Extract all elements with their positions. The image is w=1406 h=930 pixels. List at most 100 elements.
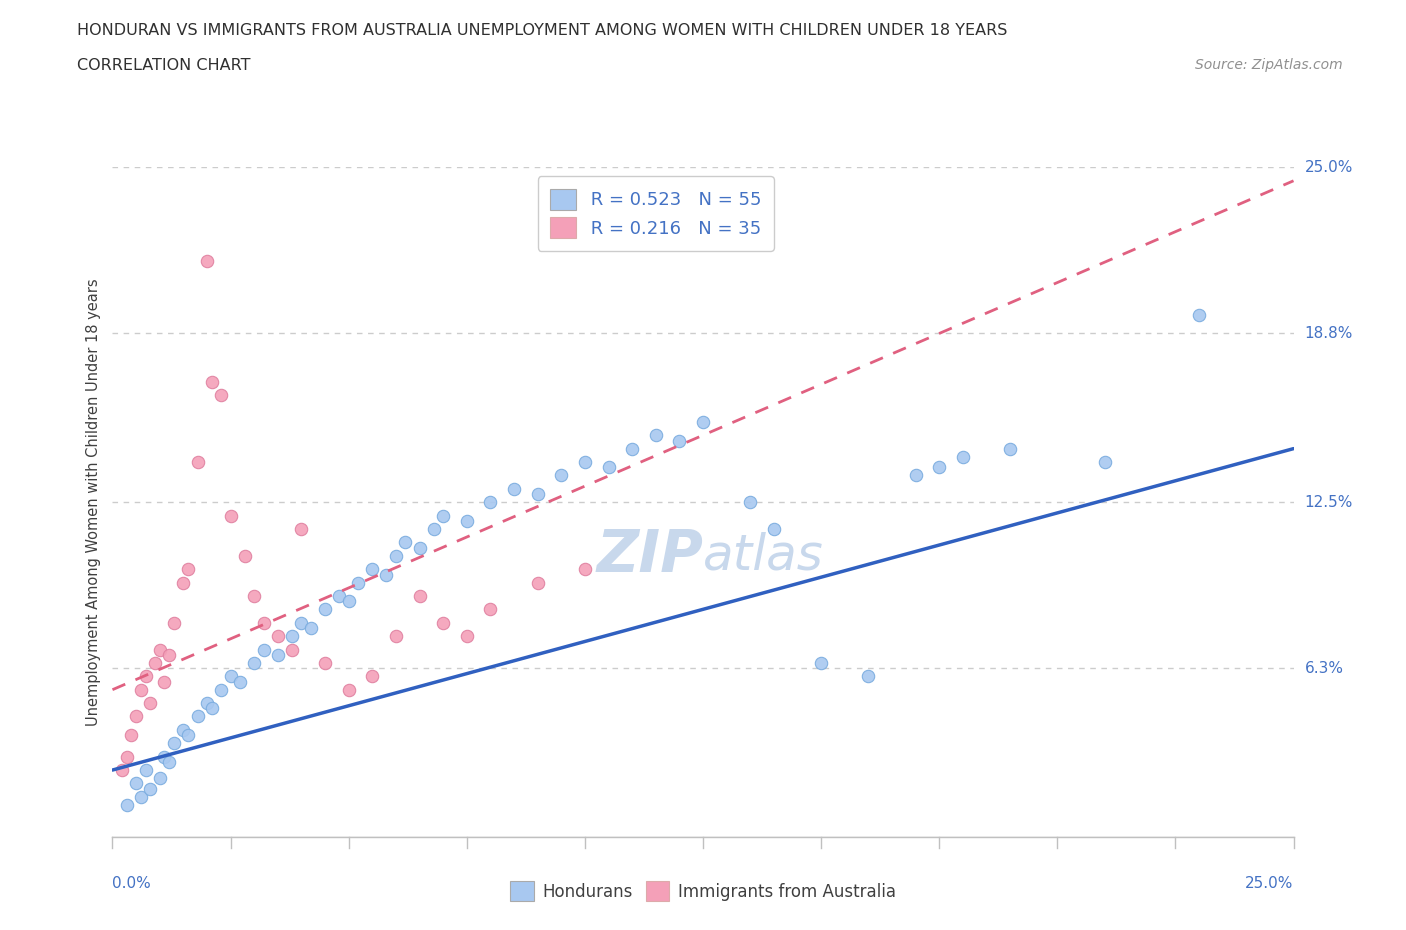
Point [644,428,666,443]
Point [172,723,194,737]
Point [394,535,416,550]
Point [186,709,208,724]
Point [692,415,714,430]
Point [337,594,360,609]
Point [195,254,218,269]
Point [201,374,224,389]
Point [299,620,322,635]
Point [422,522,444,537]
Point [479,602,502,617]
Point [668,433,690,448]
Point [432,616,454,631]
Text: 12.5%: 12.5% [1305,495,1353,510]
Text: atlas: atlas [703,532,824,579]
Point [209,388,232,403]
Point [347,575,370,590]
Point [361,562,384,577]
Text: Source: ZipAtlas.com: Source: ZipAtlas.com [1195,58,1343,72]
Point [229,674,252,689]
Point [810,656,832,671]
Point [267,647,290,662]
Point [177,562,200,577]
Point [337,683,360,698]
Point [281,629,304,644]
Point [762,522,785,537]
Text: 18.8%: 18.8% [1305,326,1353,341]
Text: ZIP: ZIP [596,527,703,584]
Point [139,781,162,796]
Point [115,797,138,812]
Point [163,736,186,751]
Point [135,669,157,684]
Point [928,460,950,475]
Point [125,709,148,724]
Point [858,669,880,684]
Point [267,629,290,644]
Point [408,540,430,555]
Point [209,683,232,698]
Point [479,495,502,510]
Legend: Hondurans, Immigrants from Australia: Hondurans, Immigrants from Australia [502,873,904,909]
Text: HONDURAN VS IMMIGRANTS FROM AUSTRALIA UNEMPLOYMENT AMONG WOMEN WITH CHILDREN UND: HONDURAN VS IMMIGRANTS FROM AUSTRALIA UN… [77,23,1008,38]
Point [111,763,134,777]
Point [314,656,336,671]
Point [1094,455,1116,470]
Point [149,642,172,657]
Point [172,575,194,590]
Point [219,508,242,523]
Point [574,455,596,470]
Point [375,567,398,582]
Point [129,790,152,804]
Point [177,728,200,743]
Point [157,647,180,662]
Point [408,589,430,604]
Point [153,674,176,689]
Text: 6.3%: 6.3% [1305,660,1344,676]
Point [253,642,276,657]
Point [550,468,572,483]
Point [153,750,176,764]
Point [503,482,526,497]
Point [115,750,138,764]
Point [125,776,148,790]
Point [143,656,166,671]
Point [233,549,256,564]
Point [186,455,208,470]
Point [598,460,620,475]
Point [526,575,548,590]
Point [621,441,644,456]
Text: 0.0%: 0.0% [112,876,152,891]
Point [120,728,142,743]
Point [243,589,266,604]
Text: CORRELATION CHART: CORRELATION CHART [77,58,250,73]
Point [952,449,974,464]
Point [740,495,762,510]
Point [574,562,596,577]
Point [201,701,224,716]
Point [432,508,454,523]
Point [195,696,218,711]
Text: 25.0%: 25.0% [1246,876,1294,891]
Point [385,629,408,644]
Point [1188,307,1211,322]
Text: 25.0%: 25.0% [1305,160,1353,175]
Point [129,683,152,698]
Point [290,522,312,537]
Point [385,549,408,564]
Point [328,589,350,604]
Point [243,656,266,671]
Point [157,754,180,769]
Point [456,629,478,644]
Point [281,642,304,657]
Point [135,763,157,777]
Point [253,616,276,631]
Point [163,616,186,631]
Point [361,669,384,684]
Point [219,669,242,684]
Y-axis label: Unemployment Among Women with Children Under 18 years: Unemployment Among Women with Children U… [86,278,101,726]
Point [456,513,478,528]
Point [314,602,336,617]
Point [998,441,1021,456]
Point [526,486,548,501]
Point [290,616,312,631]
